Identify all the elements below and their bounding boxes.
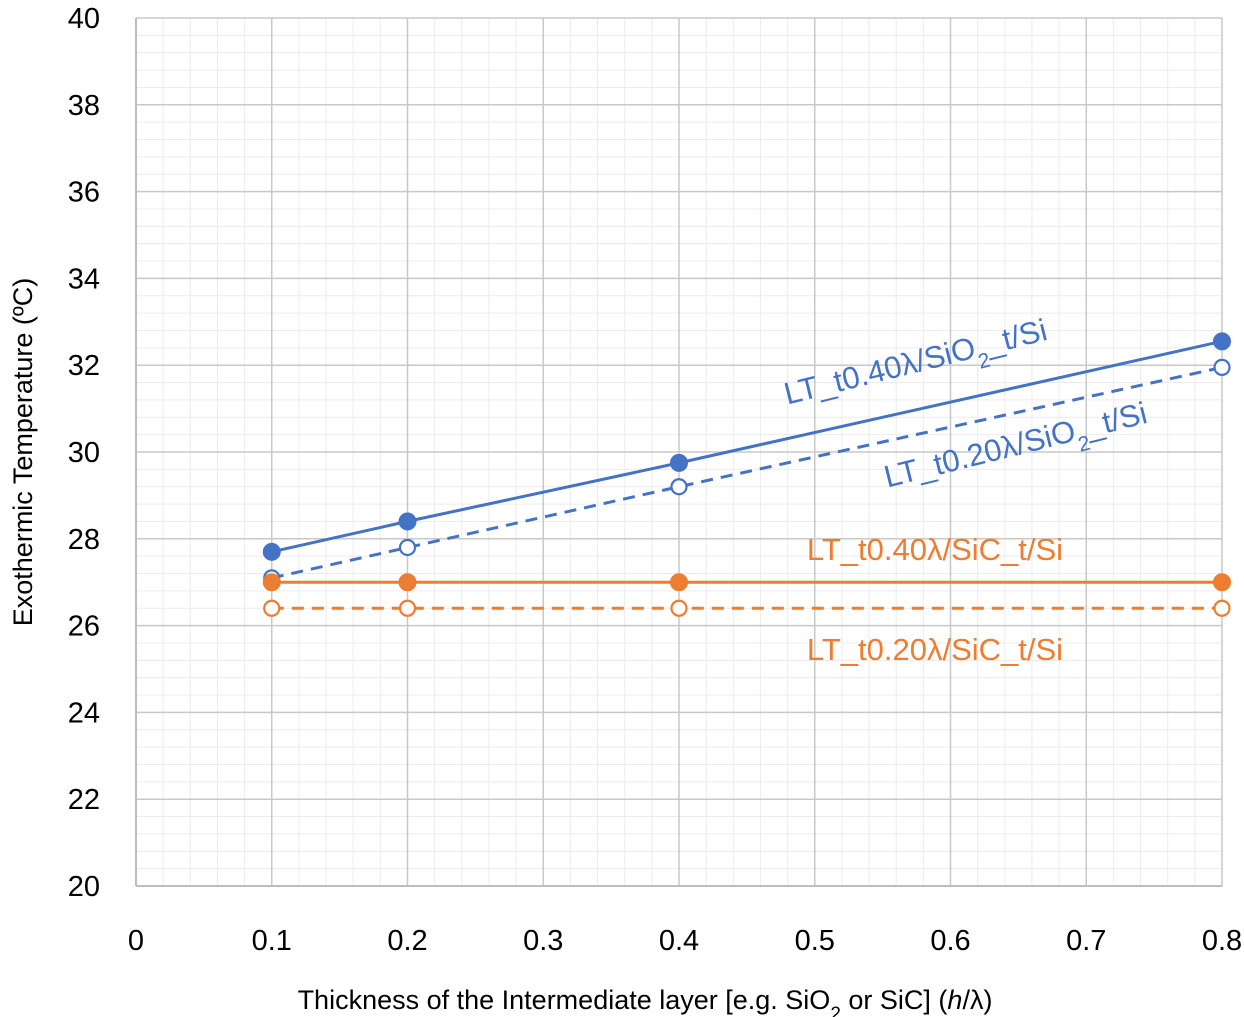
series-3-marker [1213,599,1231,617]
y-tick-label: 32 [68,350,100,382]
y-tick-label: 22 [68,784,100,816]
tick-labels: 0 0.1 0.2 0.3 0.4 0.5 0.6 0.7 0.8 20 22 24 26 28 30 32 3… [68,3,1242,957]
series-1-marker [398,538,417,557]
series-line-0 [271,339,1223,554]
series-label-2: LT_t0.40λ/SiC_t/Si [807,532,1063,567]
y-tick-label: 30 [68,437,100,469]
series-2-marker [670,573,688,592]
x-tick-label: 0.4 [659,925,699,957]
x-tick-label: 0.8 [1202,925,1242,957]
y-tick-label: 20 [68,871,100,903]
x-tick-label: 0.1 [252,925,292,957]
y-tick-label: 34 [68,263,100,295]
series-0-marker [262,542,281,561]
series-0-marker [1213,332,1231,351]
series-layer [262,332,1231,617]
x-tick-label: 0.5 [795,925,835,957]
series-3-marker [670,599,688,617]
x-tick-label: 0.7 [1066,925,1106,957]
x-tick-label: 0.3 [523,925,563,957]
series-0-marker [670,453,688,472]
y-tick-label: 28 [68,524,100,556]
series-2-marker [398,573,417,592]
series-line-1 [271,365,1223,580]
series-3-marker [398,599,417,617]
y-axis-title: Exothermic Temperature (ºC) [8,278,38,626]
series-2-marker [1213,573,1231,592]
series-1-marker [1213,358,1231,376]
x-tick-label: 0.2 [387,925,427,957]
y-tick-label: 38 [68,90,100,122]
y-tick-label: 36 [68,177,100,209]
axes [135,18,1222,887]
series-2-marker [262,573,281,592]
y-tick-label: 40 [68,3,100,35]
series-label-3: LT_t0.20λ/SiC_t/Si [807,632,1063,667]
major-grid [135,17,1223,887]
series-0-marker [398,512,417,531]
x-tick-label: 0 [128,925,144,957]
y-tick-label: 24 [68,697,100,729]
series-1-marker [670,478,688,496]
series-3-marker [263,599,281,617]
series-label-0: LT_t0.40λ/SiO2_t/Si [780,312,1052,420]
x-tick-label: 0.6 [930,925,970,957]
y-tick-label: 26 [68,611,100,643]
x-axis-title: Thickness of the Intermediate layer [e.g… [298,985,993,1017]
